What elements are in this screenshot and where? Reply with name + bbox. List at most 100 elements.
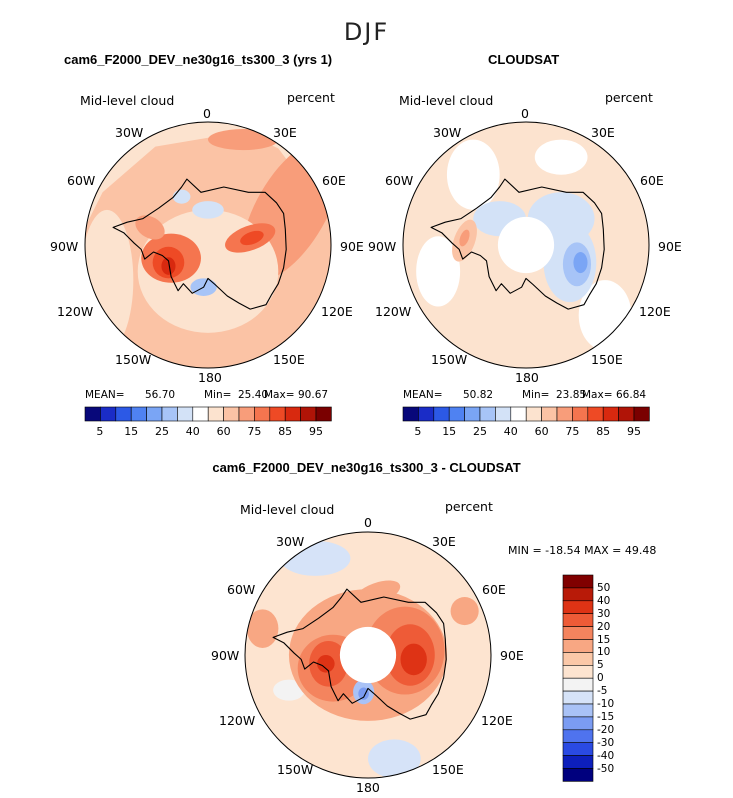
left-panel-title: cam6_F2000_DEV_ne30g16_ts300_3 (yrs 1) <box>64 52 333 67</box>
right-cb-box-7 <box>510 406 527 422</box>
left-cb-tick-label: 40 <box>185 425 200 438</box>
left-lon-60w: 60W <box>67 173 96 188</box>
right-cb-tick-label: 5 <box>414 425 422 438</box>
diff-cb-box-0 <box>562 574 594 589</box>
left-cb-box-4 <box>146 406 163 422</box>
right-mean-label: MEAN= <box>403 389 443 401</box>
left-min-label: Min= <box>204 389 232 401</box>
right-boundary <box>402 121 650 369</box>
diff-contour-4 <box>450 597 479 626</box>
diff-cb-tick-label: 10 <box>597 646 611 659</box>
right-field <box>403 122 649 368</box>
right-lon-60w: 60W <box>385 173 414 188</box>
right-contour-9 <box>573 252 588 274</box>
diff-lon-30w: 30W <box>276 534 305 549</box>
diff-cb-tick-label: -20 <box>597 723 615 736</box>
diff-cb-tick-label: -50 <box>597 762 615 775</box>
left-lon-180: 180 <box>198 370 222 385</box>
diff-contour-6 <box>273 679 305 701</box>
diff-cb-box-6 <box>562 652 594 666</box>
diff-cb-box-12 <box>562 729 594 743</box>
diff-lon-150w: 150W <box>277 762 314 777</box>
right-cb-tick-label: 85 <box>596 425 611 438</box>
left-variable-label: Mid-level cloud <box>80 93 175 108</box>
left-lon-90w: 90W <box>50 239 79 254</box>
right-cb-box-9 <box>541 406 558 422</box>
right-cb-tick-label: 75 <box>565 425 580 438</box>
left-lon-150w: 150W <box>115 352 152 367</box>
diff-contour-13 <box>317 655 335 673</box>
right-cb-tick-label: 95 <box>627 425 641 438</box>
right-lon-90e: 90E <box>658 239 682 254</box>
diff-cb-tick-label: 5 <box>597 659 604 672</box>
left-cb-box-2 <box>115 406 132 422</box>
diff-cb-box-14 <box>562 755 594 769</box>
right-cb-box-5 <box>479 406 496 422</box>
left-max-value: 90.67 <box>298 389 329 401</box>
diff-units-label: percent <box>445 499 493 514</box>
left-cb-box-7 <box>192 406 209 422</box>
diff-cb-tick-label: -15 <box>597 710 615 723</box>
left-coastline <box>112 178 287 310</box>
right-coastline <box>430 178 605 310</box>
left-cb-tick-label: 60 <box>216 425 231 438</box>
season-title: DJF <box>343 18 390 46</box>
right-cb-tick-label: 40 <box>503 425 518 438</box>
right-cb-box-3 <box>448 406 465 422</box>
left-contour-9 <box>161 257 176 275</box>
left-cb-box-3 <box>130 406 147 422</box>
left-lon-150e: 150E <box>273 352 305 367</box>
left-cb-box-14 <box>300 406 317 422</box>
right-cb-box-10 <box>556 406 573 422</box>
diff-coastline <box>272 588 447 720</box>
diff-cb-box-13 <box>562 742 594 756</box>
diff-cb-tick-label: 30 <box>597 607 611 620</box>
diff-field <box>245 532 491 778</box>
left-boundary <box>84 121 332 369</box>
right-cb-box-1 <box>418 406 435 422</box>
left-cb-box-1 <box>100 406 117 422</box>
diff-cb-box-2 <box>562 600 594 614</box>
right-cb-box-6 <box>495 406 512 422</box>
diff-lon-150e: 150E <box>432 762 464 777</box>
right-lon-30e: 30E <box>591 125 615 140</box>
left-cb-tick-label: 5 <box>96 425 104 438</box>
right-panel-title: CLOUDSAT <box>488 52 560 67</box>
diff-cb-box-15 <box>562 768 594 782</box>
diff-cb-box-4 <box>562 626 594 640</box>
left-contour-10 <box>135 215 165 240</box>
left-mean-label: MEAN= <box>85 389 125 401</box>
left-mean-value: 56.70 <box>145 389 176 401</box>
left-lon-30w: 30W <box>115 125 144 140</box>
left-cb-box-5 <box>161 406 178 422</box>
right-lon-0: 0 <box>521 106 529 121</box>
diff-cb-tick-label: 40 <box>597 594 611 607</box>
diff-missing-data-mask <box>339 626 397 684</box>
diff-lon-0: 0 <box>364 515 372 530</box>
right-cb-box-0 <box>402 406 419 422</box>
right-contour-11 <box>459 229 470 247</box>
right-lon-30w: 30W <box>433 125 462 140</box>
right-contour-3 <box>416 236 461 307</box>
left-field <box>85 122 331 368</box>
diff-cb-tick-label: -5 <box>597 685 608 698</box>
diff-contour-12 <box>400 643 427 676</box>
left-cb-box-12 <box>269 406 286 422</box>
right-lon-150w: 150W <box>431 352 468 367</box>
diff-variable-label: Mid-level cloud <box>240 502 335 517</box>
diff-lon-30e: 30E <box>432 534 456 549</box>
right-cb-box-13 <box>602 406 619 422</box>
left-lon-60e: 60E <box>322 173 346 188</box>
left-lon-30e: 30E <box>273 125 297 140</box>
diff-cb-tick-label: 50 <box>597 581 611 594</box>
diff-panel-title: cam6_F2000_DEV_ne30g16_ts300_3 - CLOUDSA… <box>212 460 521 475</box>
left-min-value: 25.40 <box>238 389 269 401</box>
left-contour-1 <box>85 122 331 228</box>
right-contour-2 <box>534 139 588 175</box>
left-cb-tick-label: 75 <box>247 425 262 438</box>
right-cb-tick-label: 60 <box>534 425 549 438</box>
right-cb-box-12 <box>587 406 604 422</box>
diff-cb-box-5 <box>562 639 594 653</box>
diff-minmax: MIN = -18.54 MAX = 49.48 <box>508 544 657 557</box>
